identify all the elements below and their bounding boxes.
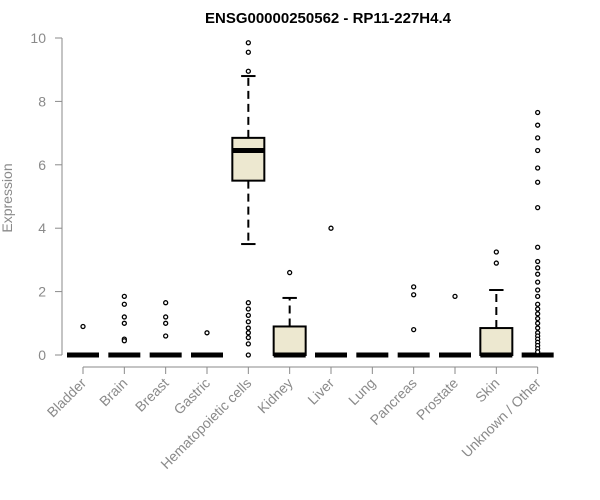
box-gastric	[191, 330, 223, 358]
outlier-point	[535, 135, 541, 141]
y-axis: 0 2 4 6 8 10	[30, 30, 63, 363]
outlier-point	[535, 325, 541, 331]
outlier-point	[204, 330, 210, 336]
x-tick-label: Liver	[304, 375, 337, 408]
outlier-point	[411, 284, 417, 290]
outlier-point	[535, 258, 541, 265]
outlier-point	[163, 333, 169, 339]
outlier-point	[535, 279, 541, 285]
y-axis-label: Expression	[0, 163, 15, 232]
outlier-point	[80, 323, 86, 330]
y-tick-label: 4	[38, 220, 46, 236]
outlier-point	[535, 147, 541, 154]
x-tick-label: Lung	[345, 375, 378, 408]
box-body	[272, 325, 307, 357]
outlier-point	[535, 165, 541, 171]
box-bladder	[67, 323, 99, 358]
x-tick-label: Kidney	[254, 375, 296, 417]
box-body	[479, 327, 514, 356]
outlier-point	[535, 109, 541, 116]
box-pancreas	[397, 284, 430, 358]
y-tick-label: 10	[30, 30, 46, 46]
outlier-point	[245, 306, 251, 312]
x-tick-label: Prostate	[413, 375, 461, 423]
x-tick-label: Bladder	[44, 375, 90, 421]
box-prostate	[439, 293, 471, 358]
outlier-point	[245, 300, 251, 306]
outlier-point	[121, 314, 127, 320]
outlier-point	[535, 287, 541, 293]
box-hematopoietic-cells	[231, 40, 266, 358]
y-tick-label: 2	[38, 284, 46, 300]
outlier-point	[245, 334, 251, 341]
outlier-point	[245, 330, 251, 336]
outlier-point	[245, 312, 251, 319]
box-brain	[108, 293, 141, 358]
outlier-point	[245, 341, 251, 347]
outlier-point	[535, 315, 541, 322]
outlier-point	[121, 293, 127, 300]
outlier-point	[163, 320, 169, 326]
outlier-point	[535, 265, 541, 271]
outlier-point	[163, 300, 169, 306]
box-skin	[479, 249, 514, 358]
box-liver	[315, 225, 347, 358]
box-breast	[149, 300, 182, 358]
outlier-point	[535, 293, 541, 300]
box-unknown-other	[521, 109, 554, 358]
outlier-point	[535, 301, 541, 307]
outlier-point	[245, 68, 251, 74]
outlier-point	[411, 326, 417, 333]
outlier-point	[493, 249, 499, 255]
outlier-point	[245, 319, 251, 325]
outlier-point	[535, 122, 541, 128]
outlier-point	[535, 271, 541, 277]
outlier-point	[121, 338, 127, 344]
outlier-point	[287, 269, 293, 276]
outlier-point	[535, 349, 541, 355]
y-tick-label: 0	[38, 347, 46, 363]
outlier-point	[245, 325, 251, 331]
outlier-point	[245, 40, 251, 46]
x-tick-label: Breast	[132, 375, 172, 415]
outlier-point	[121, 301, 127, 307]
outlier-point	[535, 179, 541, 185]
outlier-point	[245, 49, 251, 55]
outlier-point	[452, 293, 458, 300]
outlier-point	[535, 306, 541, 312]
outlier-point	[121, 320, 127, 326]
chart-title: ENSG00000250562 - RP11-227H4.4	[205, 10, 452, 27]
outlier-point	[493, 260, 499, 266]
box-body	[231, 136, 266, 182]
x-tick-label: Brain	[96, 375, 130, 409]
outlier-point	[411, 292, 417, 298]
y-tick-label: 8	[38, 93, 46, 109]
box-kidney	[272, 269, 307, 358]
outlier-point	[535, 204, 541, 211]
outlier-point	[535, 320, 541, 326]
plot-area	[67, 40, 554, 358]
outlier-point	[535, 311, 541, 317]
outlier-point	[328, 225, 334, 231]
outlier-point	[245, 352, 251, 358]
y-tick-label: 6	[38, 157, 46, 173]
outlier-point	[163, 314, 169, 320]
x-tick-label: Skin	[472, 375, 503, 406]
outlier-point	[535, 244, 541, 250]
